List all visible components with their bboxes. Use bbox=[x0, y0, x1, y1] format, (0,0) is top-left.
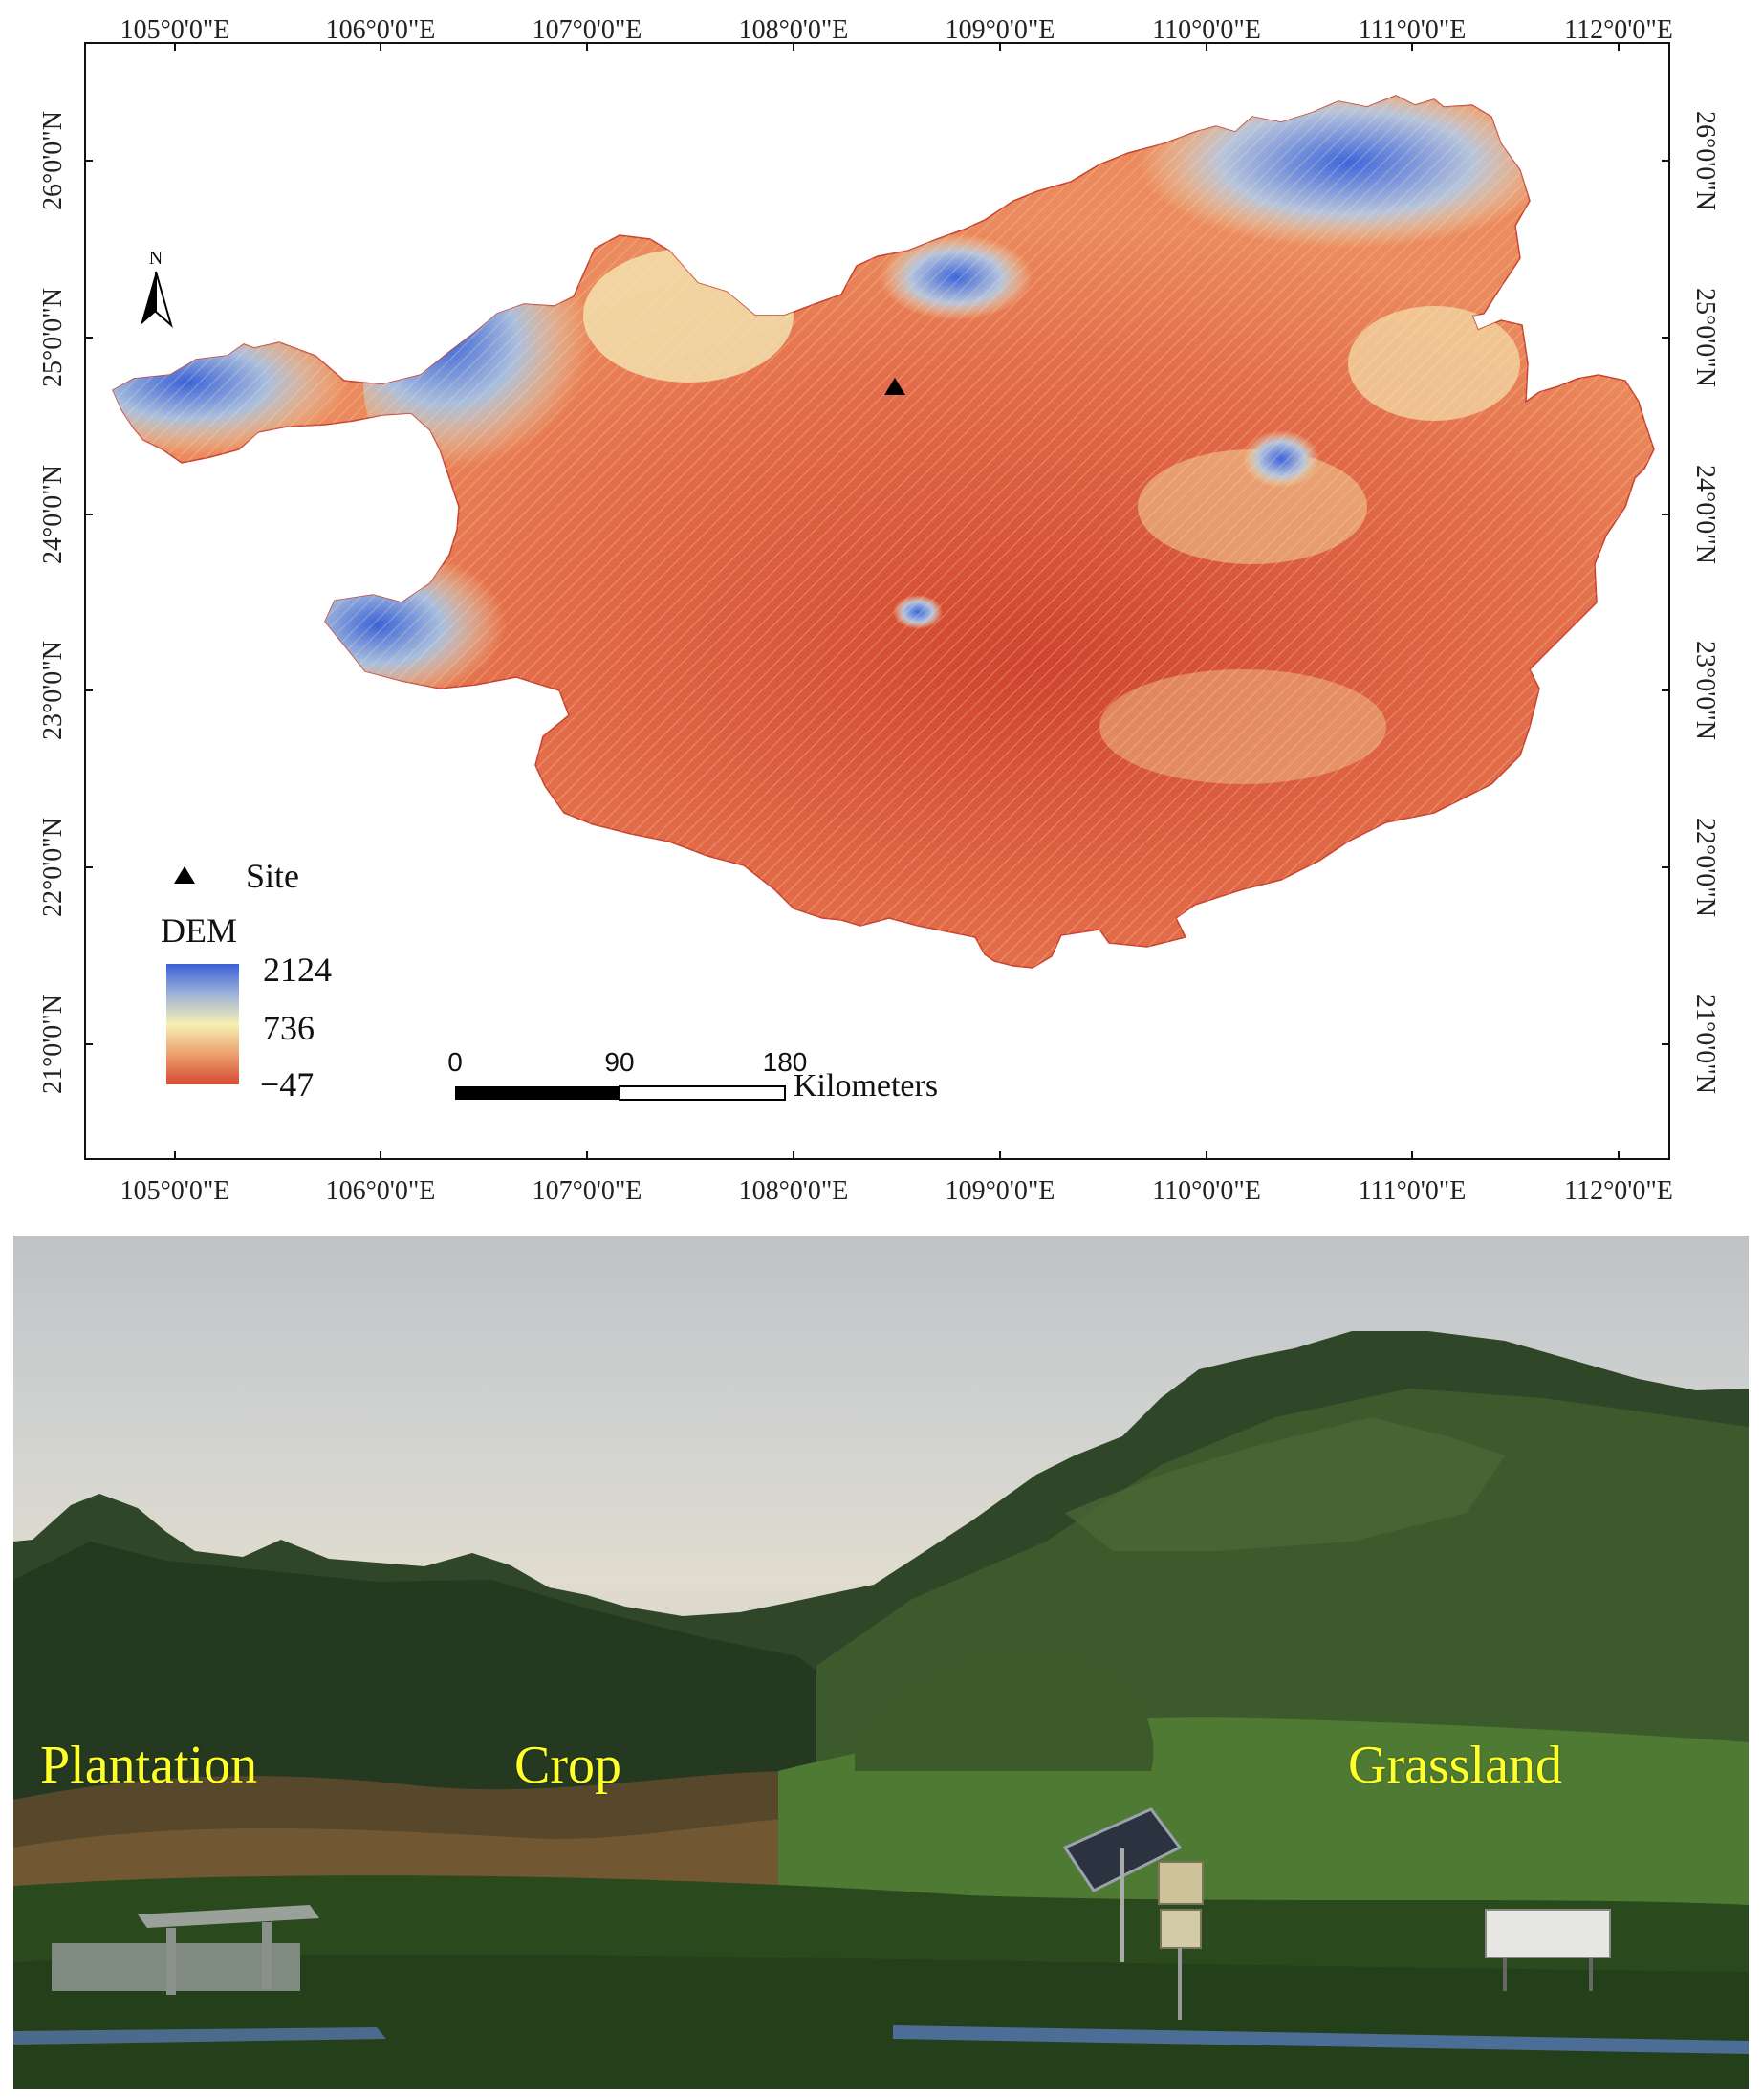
lon-label-top: 107°0'0"E bbox=[533, 15, 642, 45]
lat-label-left: 25°0'0"N bbox=[38, 288, 68, 387]
lat-label-left: 26°0'0"N bbox=[38, 111, 68, 210]
lat-label-right: 25°0'0"N bbox=[1690, 288, 1720, 387]
photo-scene bbox=[13, 1331, 1749, 2089]
lon-label-top: 111°0'0"E bbox=[1359, 15, 1467, 45]
plantation-label: Plantation bbox=[40, 1736, 258, 1795]
lon-label-bottom: 106°0'0"E bbox=[326, 1176, 436, 1206]
map-legend: Site DEM 2124 736 −47 bbox=[161, 857, 332, 1104]
lat-label-left: 23°0'0"N bbox=[38, 641, 68, 740]
lat-label-left: 24°0'0"N bbox=[38, 465, 68, 564]
lon-label-bottom: 109°0'0"E bbox=[946, 1176, 1055, 1206]
dem-map: N Site DEM 2124 736 −47 0 90 180 Kilomet… bbox=[38, 15, 1720, 1206]
lon-label-top: 110°0'0"E bbox=[1152, 15, 1261, 45]
lat-label-right: 21°0'0"N bbox=[1690, 995, 1720, 1094]
lon-label-bottom: 107°0'0"E bbox=[533, 1176, 642, 1206]
lat-label-left: 22°0'0"N bbox=[38, 818, 68, 917]
legend-site-label: Site bbox=[246, 857, 299, 895]
lat-label-left: 21°0'0"N bbox=[38, 995, 68, 1094]
lon-label-bottom: 105°0'0"E bbox=[120, 1176, 230, 1206]
legend-site-icon bbox=[174, 866, 195, 884]
field-site-photo: Plantation Crop Grassland bbox=[13, 1236, 1749, 2089]
lat-label-right: 22°0'0"N bbox=[1690, 818, 1720, 917]
graticule-ticks bbox=[85, 43, 1669, 1159]
lon-label-top: 109°0'0"E bbox=[946, 15, 1055, 45]
lon-label-bottom: 112°0'0"E bbox=[1564, 1176, 1673, 1206]
legend-dem-title: DEM bbox=[161, 911, 237, 950]
grassland-label: Grassland bbox=[1348, 1736, 1562, 1795]
latitude-labels-right: 26°0'0"N 25°0'0"N 24°0'0"N 23°0'0"N 22°0'0"N… bbox=[1690, 111, 1720, 1094]
dem-map-figure: N Site DEM 2124 736 −47 0 90 180 Kilomet… bbox=[38, 15, 1720, 1206]
concrete-structures bbox=[13, 1905, 1749, 2054]
info-signboard bbox=[1485, 1909, 1611, 1991]
lon-label-bottom: 110°0'0"E bbox=[1152, 1176, 1261, 1206]
dem-max-value: 2124 bbox=[263, 951, 332, 989]
svg-text:Kilometers: Kilometers bbox=[794, 1068, 938, 1104]
lat-label-right: 26°0'0"N bbox=[1690, 111, 1720, 210]
dem-mid-value: 736 bbox=[263, 1009, 315, 1047]
north-arrow: N bbox=[141, 248, 173, 328]
lat-label-right: 24°0'0"N bbox=[1690, 465, 1720, 564]
lon-label-bottom: 111°0'0"E bbox=[1359, 1176, 1467, 1206]
dem-min-value: −47 bbox=[260, 1065, 314, 1104]
lon-label-bottom: 108°0'0"E bbox=[739, 1176, 849, 1206]
dem-color-ramp bbox=[166, 964, 239, 1084]
svg-text:90: 90 bbox=[604, 1047, 634, 1077]
lat-label-right: 23°0'0"N bbox=[1690, 641, 1720, 740]
latitude-labels-left: 26°0'0"N 25°0'0"N 24°0'0"N 23°0'0"N 22°0'0"N… bbox=[38, 111, 68, 1094]
scale-bar: 0 90 180 Kilometers bbox=[447, 1047, 938, 1104]
longitude-labels-top: 105°0'0"E 106°0'0"E 107°0'0"E 108°0'0"E 109°… bbox=[120, 15, 1673, 45]
lon-label-top: 105°0'0"E bbox=[120, 15, 230, 45]
longitude-labels-bottom: 105°0'0"E 106°0'0"E 107°0'0"E 108°0'0"E 109°… bbox=[120, 1176, 1673, 1206]
site-marker bbox=[884, 378, 905, 395]
solar-panel-station bbox=[1062, 1807, 1204, 2020]
lon-label-top: 108°0'0"E bbox=[739, 15, 849, 45]
svg-text:180: 180 bbox=[763, 1047, 808, 1077]
lon-label-top: 112°0'0"E bbox=[1564, 15, 1673, 45]
lon-label-top: 106°0'0"E bbox=[326, 15, 436, 45]
svg-text:0: 0 bbox=[447, 1047, 463, 1077]
crop-label: Crop bbox=[514, 1736, 621, 1795]
svg-text:N: N bbox=[149, 248, 163, 269]
